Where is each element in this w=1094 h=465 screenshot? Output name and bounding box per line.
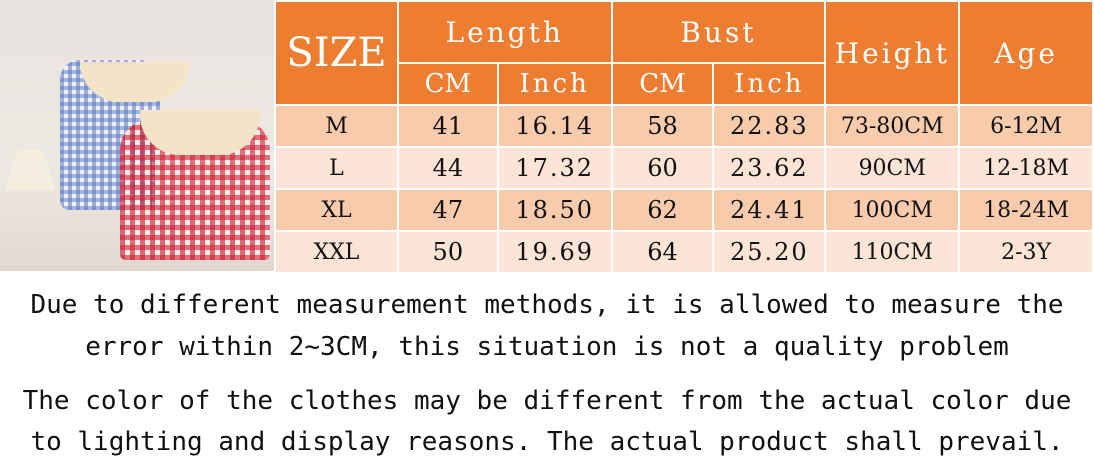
header-bust-inch: Inch <box>712 62 827 106</box>
cell-bust-in: 22.83 <box>712 104 827 148</box>
note-line-2: error within 2~3CM, this situation is no… <box>85 332 1009 362</box>
cell-age: 6-12M <box>958 104 1094 148</box>
cell-length-in: 18.50 <box>496 188 613 232</box>
cell-bust-in: 24.41 <box>712 188 827 232</box>
cell-age: 12-18M <box>958 146 1094 190</box>
header-age: Age <box>958 0 1094 106</box>
cell-age: 2-3Y <box>958 230 1094 274</box>
header-length: Length <box>396 0 613 64</box>
note-line-3: The color of the clothes may be differen… <box>22 386 1072 416</box>
cell-size: M <box>274 104 399 148</box>
cell-height: 100CM <box>824 188 961 232</box>
table-row: M 41 16.14 58 22.83 73-80CM 6-12M <box>274 104 1094 148</box>
cell-size: XXL <box>274 230 399 274</box>
cell-length-cm: 41 <box>396 104 499 148</box>
table-row: XL 47 18.50 62 24.41 100CM 18-24M <box>274 188 1094 232</box>
note-line-4: to lighting and display reasons. The act… <box>30 427 1064 457</box>
cell-height: 90CM <box>824 146 961 190</box>
cell-height: 73-80CM <box>824 104 961 148</box>
table-row: XXL 50 19.69 64 25.20 110CM 2-3Y <box>274 230 1094 274</box>
cell-age: 18-24M <box>958 188 1094 232</box>
header-bust-cm: CM <box>610 62 715 106</box>
size-chart-table: SIZE Length Bust Height Age CM Inch CM I… <box>274 0 1094 274</box>
cell-bust-in: 25.20 <box>712 230 827 274</box>
crochet-collar <box>80 62 190 102</box>
header-length-inch: Inch <box>496 62 613 106</box>
header-length-cm: CM <box>396 62 499 106</box>
cell-length-cm: 44 <box>396 146 499 190</box>
crochet-collar <box>140 110 260 155</box>
cell-length-cm: 50 <box>396 230 499 274</box>
header-height: Height <box>824 0 961 106</box>
table-row: L 44 17.32 60 23.62 90CM 12-18M <box>274 146 1094 190</box>
cell-height: 110CM <box>824 230 961 274</box>
cell-bust-cm: 62 <box>610 188 715 232</box>
cell-length-in: 19.69 <box>496 230 613 274</box>
lamp-decoration <box>5 150 55 190</box>
cell-bust-cm: 60 <box>610 146 715 190</box>
note-line-1: Due to different measurement methods, it… <box>30 290 1064 320</box>
cell-length-in: 17.32 <box>496 146 613 190</box>
cell-length-in: 16.14 <box>496 104 613 148</box>
cell-size: XL <box>274 188 399 232</box>
header-bust: Bust <box>610 0 827 64</box>
cell-bust-cm: 58 <box>610 104 715 148</box>
cell-bust-in: 23.62 <box>712 146 827 190</box>
header-size: SIZE <box>274 0 399 106</box>
cell-length-cm: 47 <box>396 188 499 232</box>
product-photo <box>0 0 274 271</box>
cell-bust-cm: 64 <box>610 230 715 274</box>
cell-size: L <box>274 146 399 190</box>
